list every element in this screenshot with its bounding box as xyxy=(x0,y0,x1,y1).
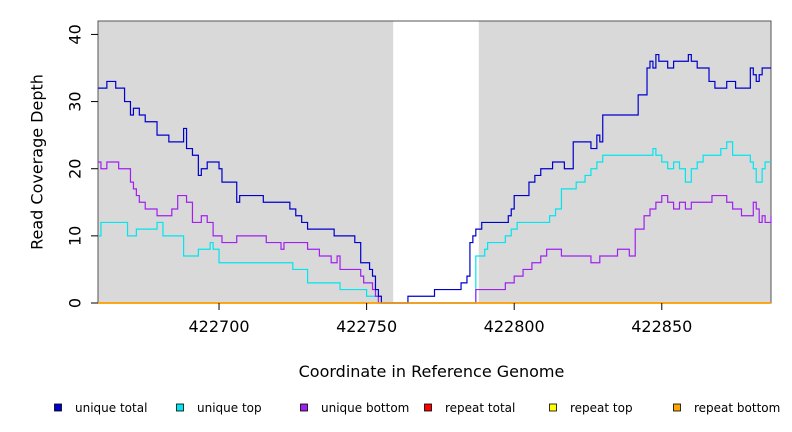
y-axis-title: Read Coverage Depth xyxy=(28,74,47,250)
x-axis-title: Coordinate in Reference Genome xyxy=(299,362,565,381)
series-line-unique-top xyxy=(98,141,771,304)
legend-swatch-repeat-bottom xyxy=(673,403,681,412)
shaded-region-1 xyxy=(98,21,394,303)
shaded-regions xyxy=(98,21,771,303)
legend-label-repeat-top: repeat top xyxy=(570,401,633,415)
legend-swatch-repeat-top xyxy=(549,403,557,412)
shaded-region-2 xyxy=(478,21,771,303)
x-tick-label: 422750 xyxy=(336,317,397,336)
legend-label-unique-total: unique total xyxy=(75,401,147,415)
y-tick-label: 20 xyxy=(66,159,85,179)
y-tick-label: 30 xyxy=(66,91,85,111)
y-tick-label: 40 xyxy=(66,24,85,44)
legend-swatch-repeat-total xyxy=(424,403,432,412)
legend-swatch-unique-top xyxy=(176,403,184,412)
x-tick-label: 422850 xyxy=(631,317,692,336)
x-tick-label: 422800 xyxy=(484,317,545,336)
y-tick-label: 0 xyxy=(66,298,85,308)
x-tick-label: 422700 xyxy=(188,317,249,336)
legend-label-unique-top: unique top xyxy=(197,401,262,415)
series-lines xyxy=(98,53,772,304)
y-tick-label: 10 xyxy=(66,226,85,246)
legend-label-repeat-bottom: repeat bottom xyxy=(694,401,780,415)
legend-label-unique-bottom: unique bottom xyxy=(321,401,409,415)
legend: unique total unique top unique bottom repea… xyxy=(54,401,780,415)
series-line-unique-total xyxy=(98,53,771,304)
legend-swatch-unique-bottom xyxy=(300,403,308,412)
axes: 422700 422750 422800 422850 0 10 20 30 40 xyxy=(66,24,693,336)
legend-swatch-unique-total xyxy=(54,403,62,412)
legend-label-repeat-total: repeat total xyxy=(445,401,515,415)
